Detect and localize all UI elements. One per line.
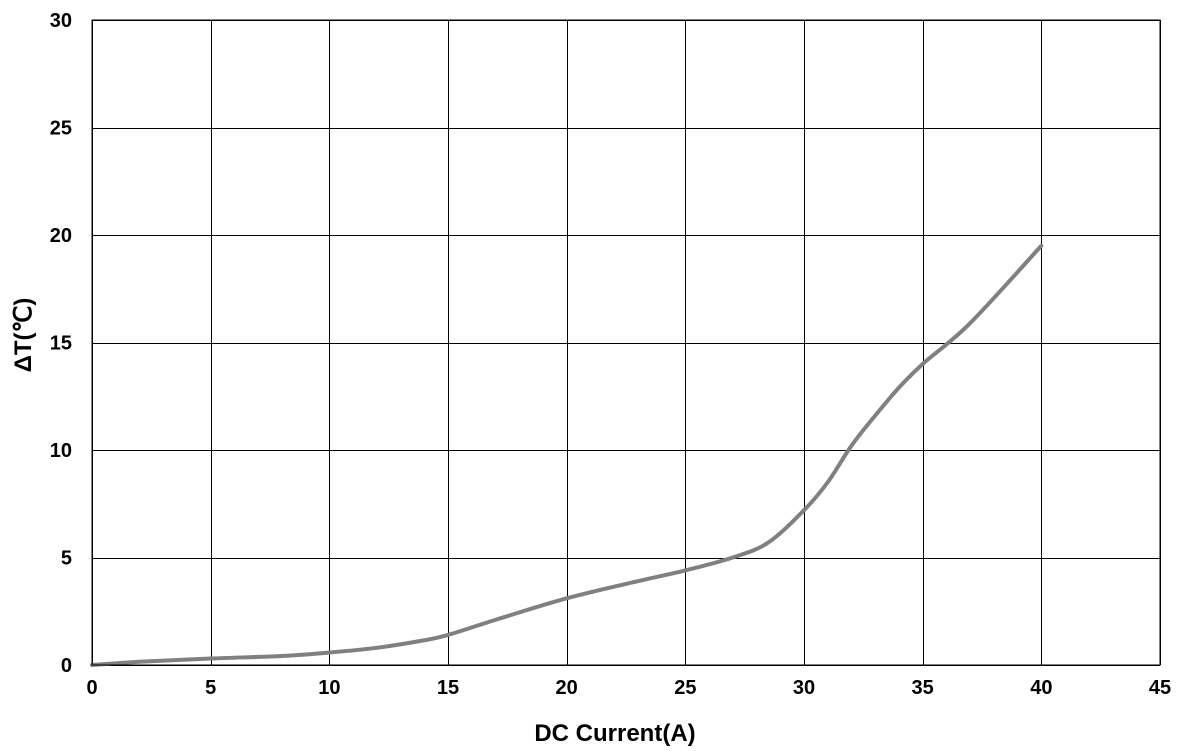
x-tick-label: 40	[1030, 677, 1052, 699]
y-axis-title: ΔT(℃)	[10, 298, 37, 373]
y-tick-label: 25	[50, 118, 72, 140]
y-tick-label: 5	[61, 548, 72, 570]
x-tick-label: 35	[912, 677, 934, 699]
y-tick-label: 30	[50, 10, 72, 32]
y-tick-label: 0	[61, 655, 72, 677]
x-tick-label: 15	[437, 677, 459, 699]
x-tick-label: 45	[1149, 677, 1171, 699]
series-line	[90, 243, 1044, 667]
y-tick-label: 10	[50, 440, 72, 462]
x-tick-label: 30	[793, 677, 815, 699]
x-tick-label: 10	[318, 677, 340, 699]
x-tick-label: 20	[556, 677, 578, 699]
x-axis-title: DC Current(A)	[534, 720, 695, 747]
plot-border	[91, 19, 1161, 666]
plot-area	[92, 20, 1160, 665]
x-tick-label: 25	[674, 677, 696, 699]
x-tick-label: 5	[205, 677, 216, 699]
x-tick-labels: 0 5 10 15 20 25 30 35 40 45	[86, 677, 1171, 699]
y-tick-labels: 0 5 10 15 20 25 30	[50, 10, 72, 677]
y-tick-label: 15	[50, 333, 72, 355]
series-layer	[90, 243, 1044, 667]
x-tick-label: 0	[86, 677, 97, 699]
y-tick-label: 20	[50, 225, 72, 247]
